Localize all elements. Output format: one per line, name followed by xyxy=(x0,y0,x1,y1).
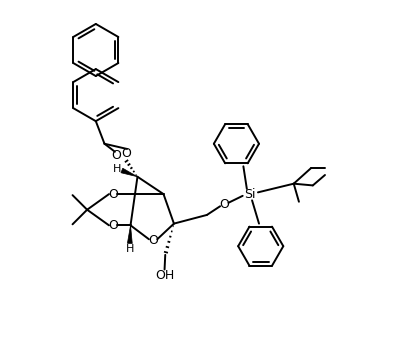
Text: O: O xyxy=(108,219,118,232)
Text: H: H xyxy=(126,244,135,254)
Text: OH: OH xyxy=(155,269,174,282)
Text: Si: Si xyxy=(244,188,256,201)
Text: O: O xyxy=(112,149,121,162)
Polygon shape xyxy=(121,168,138,177)
Text: H: H xyxy=(112,164,121,174)
Text: O: O xyxy=(108,188,118,201)
Text: O: O xyxy=(219,198,229,211)
Polygon shape xyxy=(127,225,132,244)
Text: O: O xyxy=(148,234,158,247)
Text: O: O xyxy=(121,147,131,160)
